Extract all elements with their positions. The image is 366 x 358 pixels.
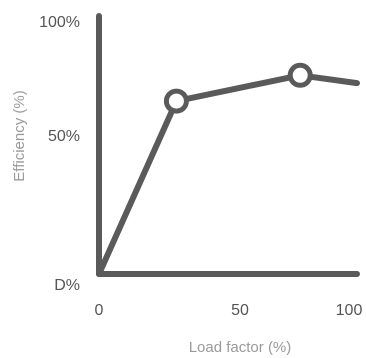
series-layer — [96, 62, 360, 277]
x-tick-label-0: 0 — [95, 302, 104, 319]
y-axis-title: Efficiency (%) — [11, 90, 28, 181]
x-tick-label-100: 100 — [336, 302, 363, 319]
data-point-marker — [287, 62, 313, 88]
x-tick-label-50: 50 — [231, 302, 249, 319]
y-tick-label-100: 100% — [39, 14, 80, 31]
y-tick-label-50: 50% — [48, 128, 80, 145]
y-tick-label-0: D% — [54, 277, 80, 294]
data-point-marker — [163, 88, 189, 114]
efficiency-line — [96, 72, 360, 277]
x-axis-title: Load factor (%) — [189, 339, 292, 356]
